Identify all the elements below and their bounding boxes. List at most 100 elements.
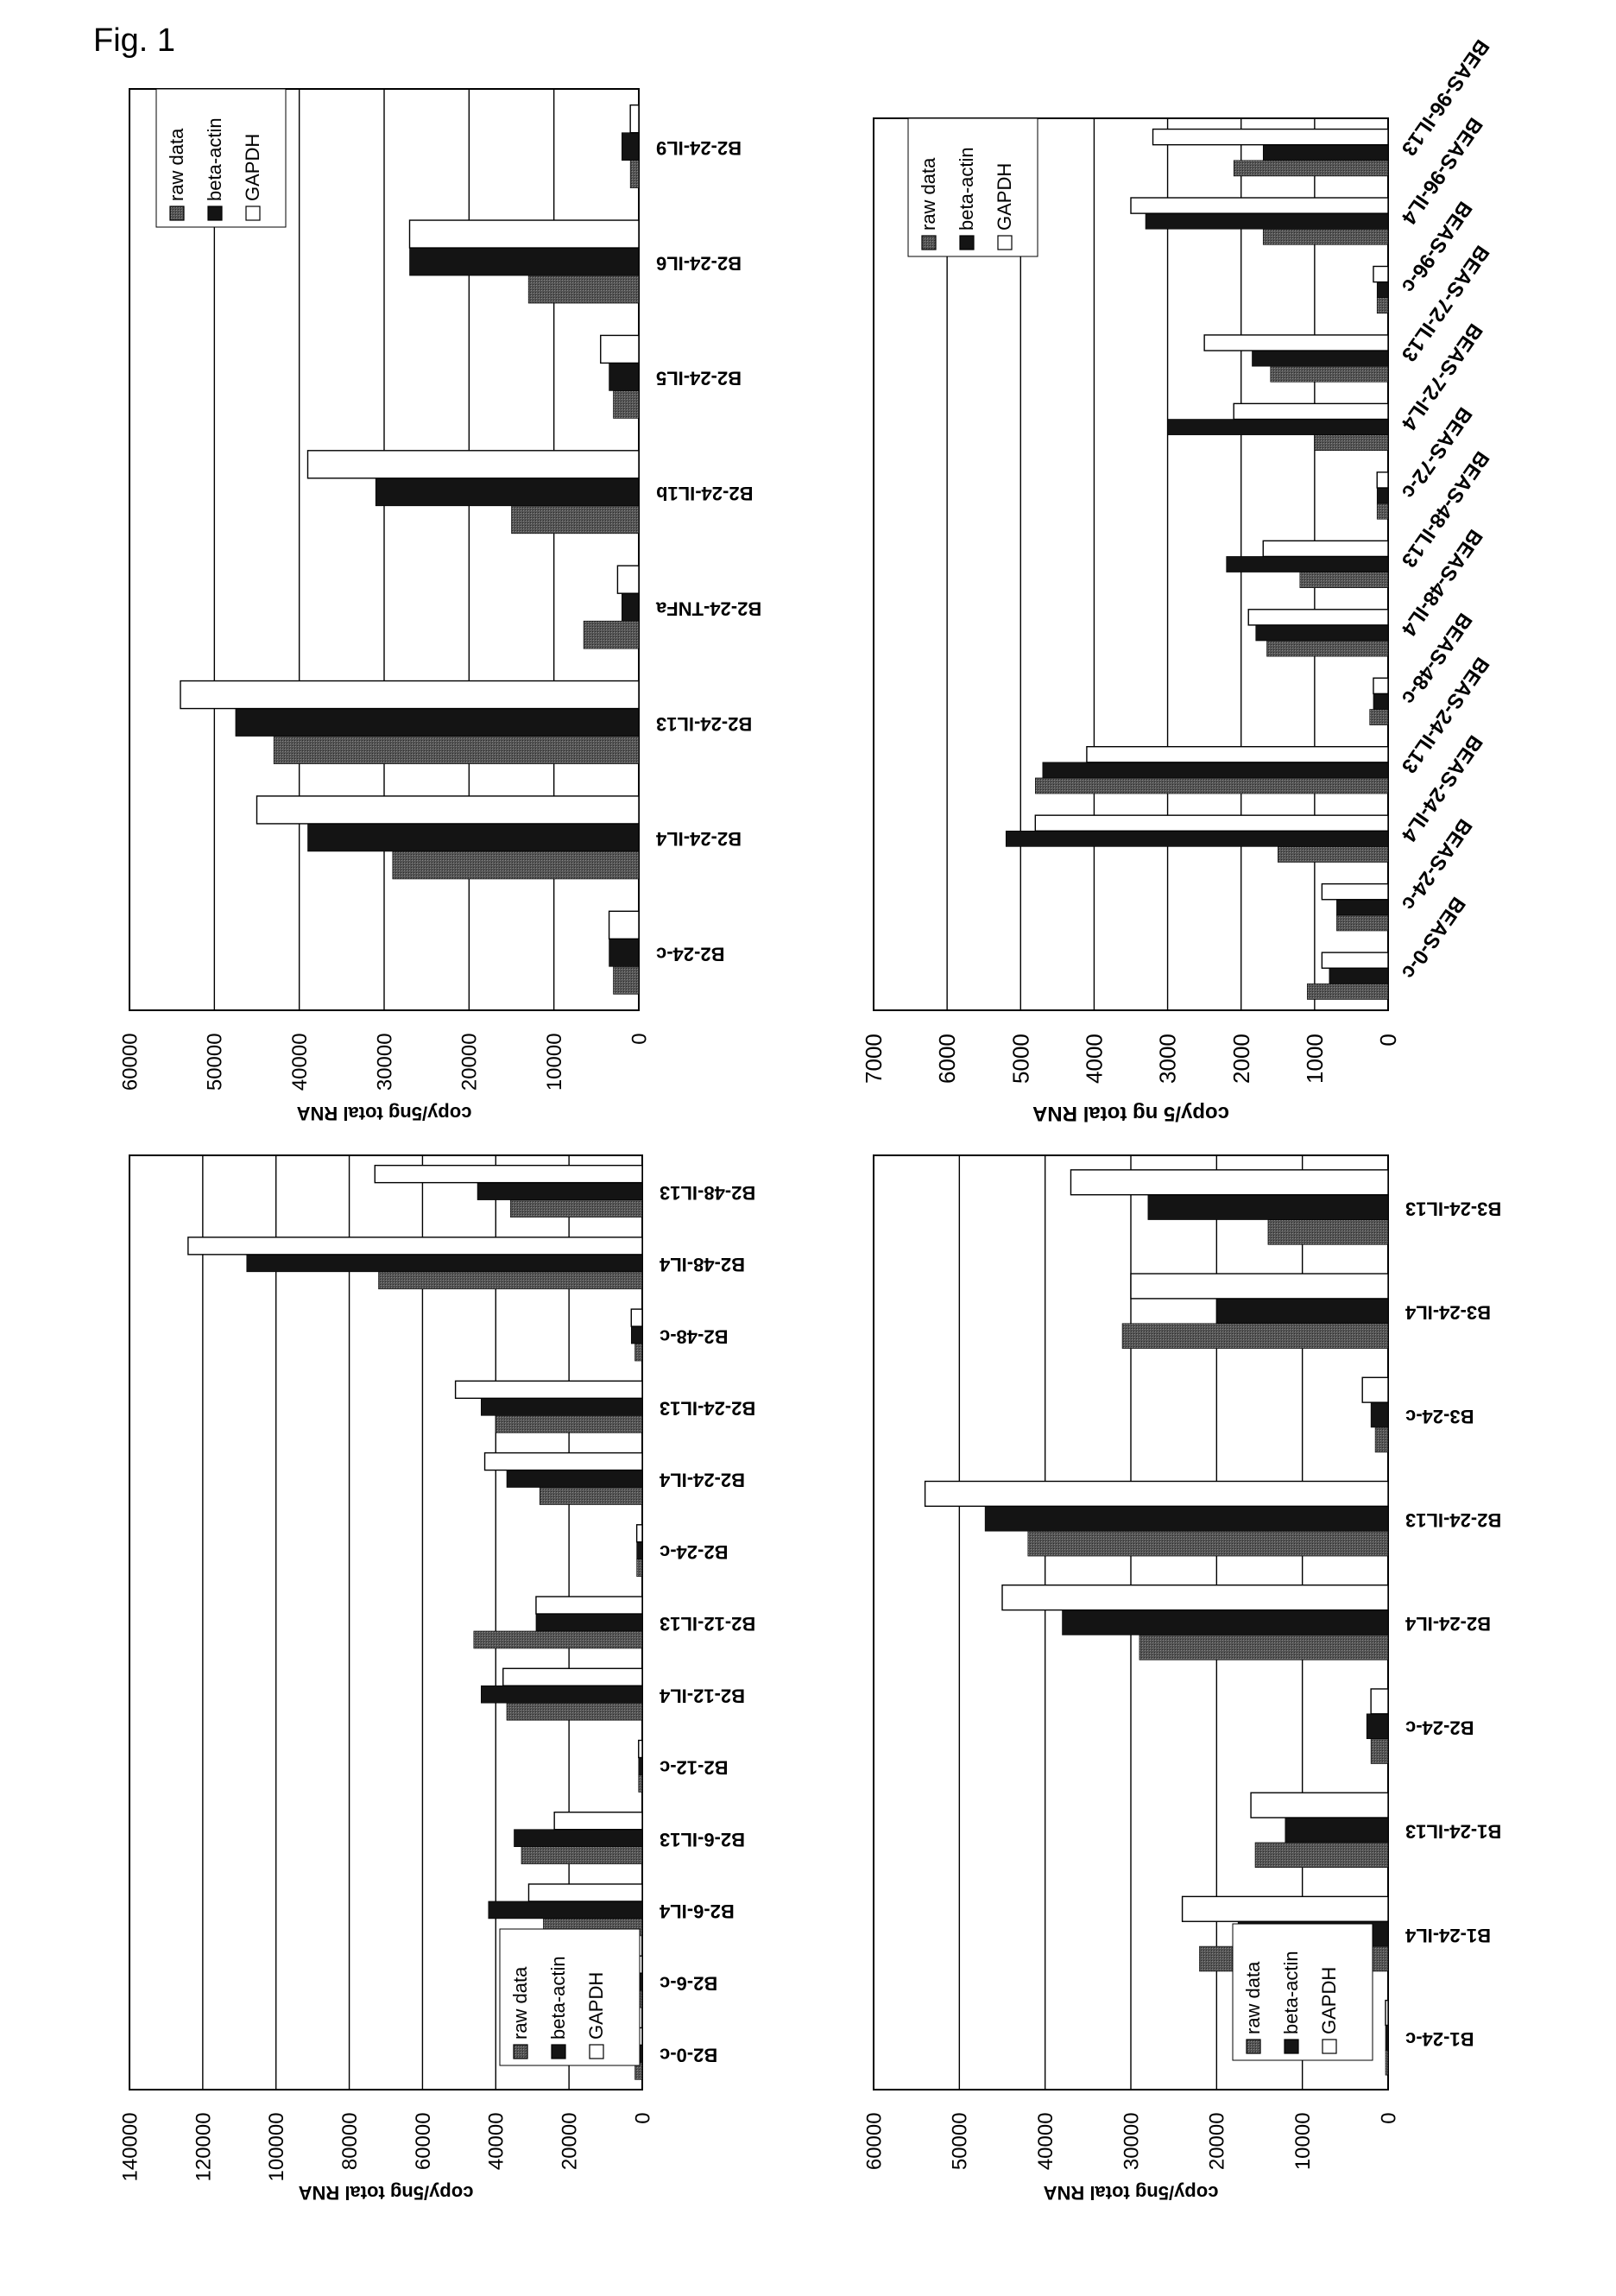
bar-beta-actin-b2-24-il9 bbox=[622, 132, 640, 161]
bar-beta-actin-b2-24-tnfa bbox=[622, 592, 640, 622]
tick-label: 0 bbox=[1377, 2112, 1400, 2123]
bar-gapdh-b2-24-c bbox=[635, 1524, 643, 1543]
bar-beta-actin-b2-48-c bbox=[630, 1325, 643, 1344]
category-label: B1-24-c bbox=[1405, 2028, 1474, 2050]
tick-label: 30000 bbox=[373, 1033, 396, 1091]
bar-gapdh-beas-48-il4 bbox=[1247, 609, 1389, 626]
tick-label: 40000 bbox=[288, 1033, 312, 1091]
tick-label: 10000 bbox=[543, 1033, 566, 1091]
category-label: B2-12-IL4 bbox=[659, 1685, 745, 1706]
legend-swatch-gapdh bbox=[245, 206, 261, 221]
bar-raw-data-b2-24-c bbox=[613, 966, 640, 995]
bar-raw-data-beas-72-il13 bbox=[1270, 365, 1389, 383]
bar-gapdh-b3-24-c bbox=[1361, 1376, 1389, 1403]
legend-swatch-gapdh bbox=[997, 235, 1013, 250]
bar-gapdh-b1-24-c bbox=[1385, 1999, 1389, 2027]
bar-beta-actin-b2-24-il6 bbox=[409, 247, 640, 276]
bar-gapdh-b2-48-il4 bbox=[187, 1237, 643, 1256]
bar-raw-data-beas-96-il4 bbox=[1262, 228, 1389, 245]
tick-label: 7000 bbox=[861, 1034, 887, 1084]
bar-beta-actin-beas-24-il13 bbox=[1042, 762, 1389, 779]
category-label: BEAS-48-IL13 bbox=[1397, 446, 1493, 571]
category-label: B2-0-c bbox=[660, 2045, 717, 2066]
bar-gapdh-b2-48-c bbox=[630, 1308, 643, 1327]
bar-gapdh-beas-96-il13 bbox=[1152, 128, 1389, 146]
legend-label-raw-data: raw data bbox=[166, 128, 187, 201]
bar-beta-actin-b2-12-il4 bbox=[481, 1685, 643, 1704]
bar-gapdh-b2-24-il5 bbox=[600, 334, 640, 364]
figure-label: Fig. 1 bbox=[93, 22, 176, 59]
bar-gapdh-beas-96-c bbox=[1373, 265, 1389, 283]
bar-raw-data-b3-24-il13 bbox=[1267, 1219, 1389, 1245]
tick-label: 4000 bbox=[1082, 1034, 1108, 1084]
bar-gapdh-beas-0-c bbox=[1321, 952, 1389, 969]
bar-raw-data-beas-48-c bbox=[1369, 709, 1389, 725]
legend-label-raw-data: raw data bbox=[1242, 1961, 1264, 2034]
bar-gapdh-b2-24-il13 bbox=[454, 1380, 643, 1400]
tick-label: 80000 bbox=[338, 2112, 362, 2170]
bar-beta-actin-b2-24-il13 bbox=[481, 1398, 643, 1416]
bar-raw-data-b2-12-il13 bbox=[473, 1630, 643, 1649]
tick-label: 120000 bbox=[192, 2112, 215, 2181]
bar-beta-actin-b2-48-il13 bbox=[477, 1182, 643, 1200]
bar-raw-data-b2-48-il4 bbox=[378, 1271, 643, 1290]
bar-gapdh-b2-6-il4 bbox=[527, 1883, 643, 1902]
category-label: B2-24-c bbox=[660, 1541, 728, 1563]
bar-gapdh-beas-48-il13 bbox=[1262, 540, 1389, 558]
category-label: B1-24-IL4 bbox=[1405, 1925, 1491, 1946]
tick-label: 2000 bbox=[1228, 1034, 1254, 1084]
category-label: BEAS-96-IL13 bbox=[1397, 35, 1493, 160]
bar-raw-data-b2-48-c bbox=[634, 1343, 643, 1362]
bar-gapdh-b2-12-il4 bbox=[502, 1667, 643, 1686]
tick-label: 0 bbox=[628, 1033, 651, 1044]
bar-beta-actin-b2-6-il4 bbox=[488, 1901, 643, 1920]
legend-label-gapdh: GAPDH bbox=[242, 134, 263, 201]
bar-raw-data-b2-24-il6 bbox=[527, 275, 640, 304]
category-label: B2-24-IL13 bbox=[656, 713, 752, 735]
bar-raw-data-b2-24-il9 bbox=[629, 160, 640, 189]
axis-label: copy/5ng total RNA bbox=[296, 1103, 471, 1124]
bar-beta-actin-b2-24-il4 bbox=[506, 1470, 643, 1488]
bar-raw-data-beas-0-c bbox=[1307, 984, 1389, 1000]
tick-label: 60000 bbox=[118, 1033, 142, 1091]
bar-beta-actin-beas-72-c bbox=[1376, 487, 1389, 504]
bar-raw-data-beas-24-il13 bbox=[1035, 777, 1389, 794]
category-label: B2-48-IL13 bbox=[660, 1182, 755, 1204]
bar-raw-data-b2-24-il5 bbox=[613, 390, 640, 419]
category-label: B2-6-IL13 bbox=[660, 1829, 745, 1850]
bar-beta-actin-b2-6-il13 bbox=[514, 1829, 643, 1847]
legend-box bbox=[155, 88, 287, 228]
axis-label: copy/5ng total RNA bbox=[298, 2182, 473, 2204]
bar-raw-data-beas-48-il13 bbox=[1299, 572, 1389, 588]
bar-gapdh-b2-24-c bbox=[608, 910, 640, 940]
bar-raw-data-b2-48-il13 bbox=[509, 1199, 643, 1218]
axis-label: copy/5 ng total RNA bbox=[1032, 1102, 1229, 1125]
category-label: B2-24-c bbox=[1405, 1717, 1474, 1738]
bar-beta-actin-b1-24-c bbox=[1385, 2025, 1389, 2051]
tick-label: 50000 bbox=[204, 1033, 227, 1091]
category-label: B2-12-IL13 bbox=[660, 1613, 755, 1635]
category-label: B1-24-IL13 bbox=[1405, 1821, 1501, 1843]
bar-gapdh-b3-24-il4 bbox=[1130, 1273, 1389, 1300]
tick-label: 0 bbox=[1375, 1034, 1401, 1046]
tick-label: 3000 bbox=[1155, 1034, 1181, 1084]
bar-beta-actin-beas-72-il4 bbox=[1167, 419, 1389, 435]
tick-label: 0 bbox=[631, 2112, 654, 2123]
bar-raw-data-b3-24-c bbox=[1374, 1426, 1389, 1453]
bar-beta-actin-b1-24-il13 bbox=[1285, 1817, 1389, 1844]
chart-panel-3: 0 20000 40000 60000 80000 100000 120000 140000 c… bbox=[118, 1154, 755, 2204]
bar-gapdh-b2-24-il13 bbox=[180, 680, 640, 710]
bar-gapdh-b2-6-il13 bbox=[553, 1812, 643, 1831]
bar-beta-actin-b2-24-il13 bbox=[984, 1506, 1389, 1532]
legend-label-gapdh: GAPDH bbox=[585, 1972, 607, 2040]
bar-gapdh-b1-24-il13 bbox=[1250, 1792, 1389, 1818]
chart-panel-1: 0 10000 20000 30000 40000 50000 60000 copy/5ng … bbox=[118, 88, 761, 1124]
legend-label-beta-actin: beta-actin bbox=[204, 117, 225, 201]
bar-raw-data-b2-24-c bbox=[636, 1559, 643, 1578]
category-label: B3-24-c bbox=[1405, 1406, 1474, 1427]
category-label: B2-24-IL4 bbox=[655, 828, 742, 850]
bar-raw-data-beas-96-il13 bbox=[1233, 160, 1389, 177]
category-label: B2-24-IL13 bbox=[660, 1397, 755, 1419]
category-label: BEAS-24-IL13 bbox=[1397, 653, 1493, 777]
legend-label-raw-data: raw data bbox=[918, 157, 939, 231]
